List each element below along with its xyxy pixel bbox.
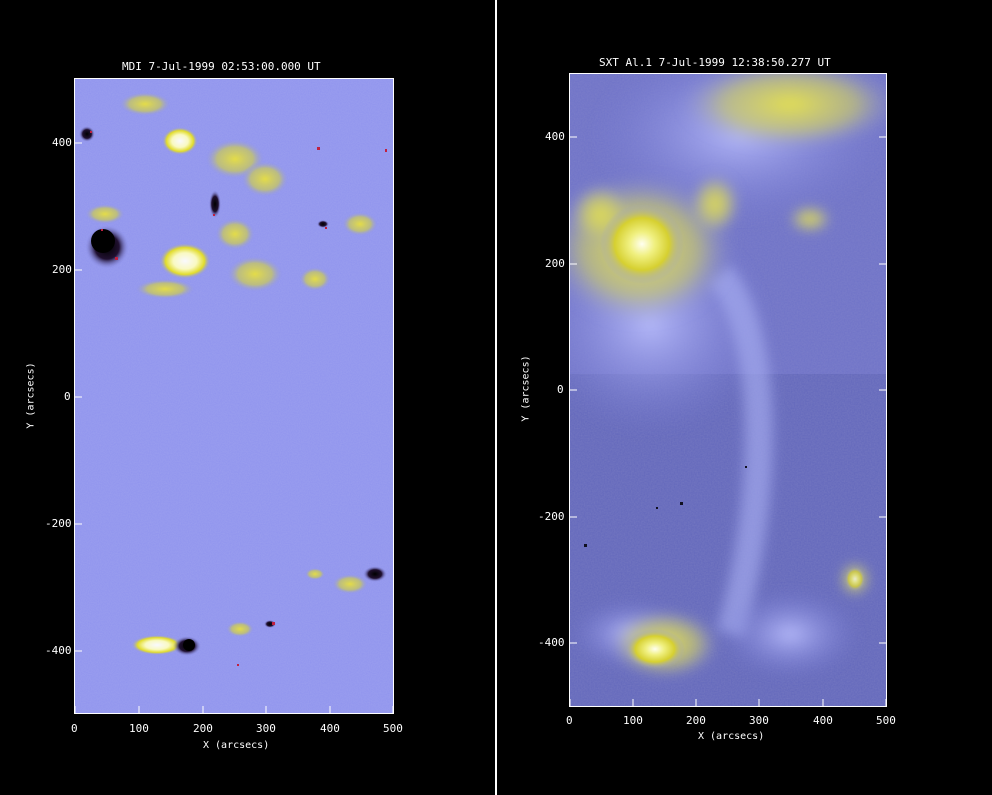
mdi-tick-marks <box>74 142 394 713</box>
sxt-xtick: 400 <box>813 714 833 727</box>
sxt-ytick: -400 <box>538 636 565 649</box>
sxt-panel: SXT Al.1 7-Jul-1999 12:38:50.277 UT <box>497 0 992 795</box>
mdi-plage <box>85 92 378 655</box>
mdi-ytick: 0 <box>64 390 71 403</box>
sxt-ytick: 200 <box>545 257 565 270</box>
sxt-xtick: 200 <box>686 714 706 727</box>
mdi-image <box>75 79 393 713</box>
mdi-xtick: 300 <box>256 722 276 735</box>
sxt-bright-core <box>600 204 684 284</box>
mdi-ytick: -400 <box>45 644 72 657</box>
mdi-plot-frame <box>74 78 394 714</box>
sxt-xtick: 500 <box>876 714 896 727</box>
mdi-xlabel: X (arcsecs) <box>203 740 270 751</box>
sxt-title: SXT Al.1 7-Jul-1999 12:38:50.277 UT <box>599 56 831 69</box>
mdi-ytick: 200 <box>52 263 72 276</box>
mdi-ytick: 400 <box>52 136 72 149</box>
sxt-dark-pixels <box>584 466 747 547</box>
sxt-tick-marks <box>569 136 887 706</box>
mdi-xtick: 100 <box>129 722 149 735</box>
panel-divider <box>495 0 497 795</box>
sxt-ytick: 0 <box>557 383 564 396</box>
mdi-red-pixels <box>90 131 387 666</box>
sxt-xtick: 0 <box>566 714 573 727</box>
sxt-ytick: -200 <box>538 510 565 523</box>
sxt-ylabel: Y (arcsecs) <box>520 355 532 422</box>
sxt-plot-frame <box>569 73 887 707</box>
sxt-bright-core <box>625 629 685 669</box>
mdi-xtick: 200 <box>193 722 213 735</box>
mdi-xtick: 400 <box>320 722 340 735</box>
mdi-xtick: 500 <box>383 722 403 735</box>
mdi-ytick: -200 <box>45 517 72 530</box>
sxt-xtick: 300 <box>749 714 769 727</box>
sxt-image <box>570 74 886 706</box>
sxt-ytick: 400 <box>545 130 565 143</box>
mdi-ylabel: Y (arcsecs) <box>25 362 37 429</box>
mdi-title: MDI 7-Jul-1999 02:53:00.000 UT <box>122 60 321 73</box>
mdi-xtick: 0 <box>71 722 78 735</box>
sxt-xlabel: X (arcsecs) <box>698 731 765 742</box>
sxt-xtick: 100 <box>623 714 643 727</box>
mdi-panel: MDI 7-Jul-1999 02:53:00.000 UT <box>0 0 495 795</box>
